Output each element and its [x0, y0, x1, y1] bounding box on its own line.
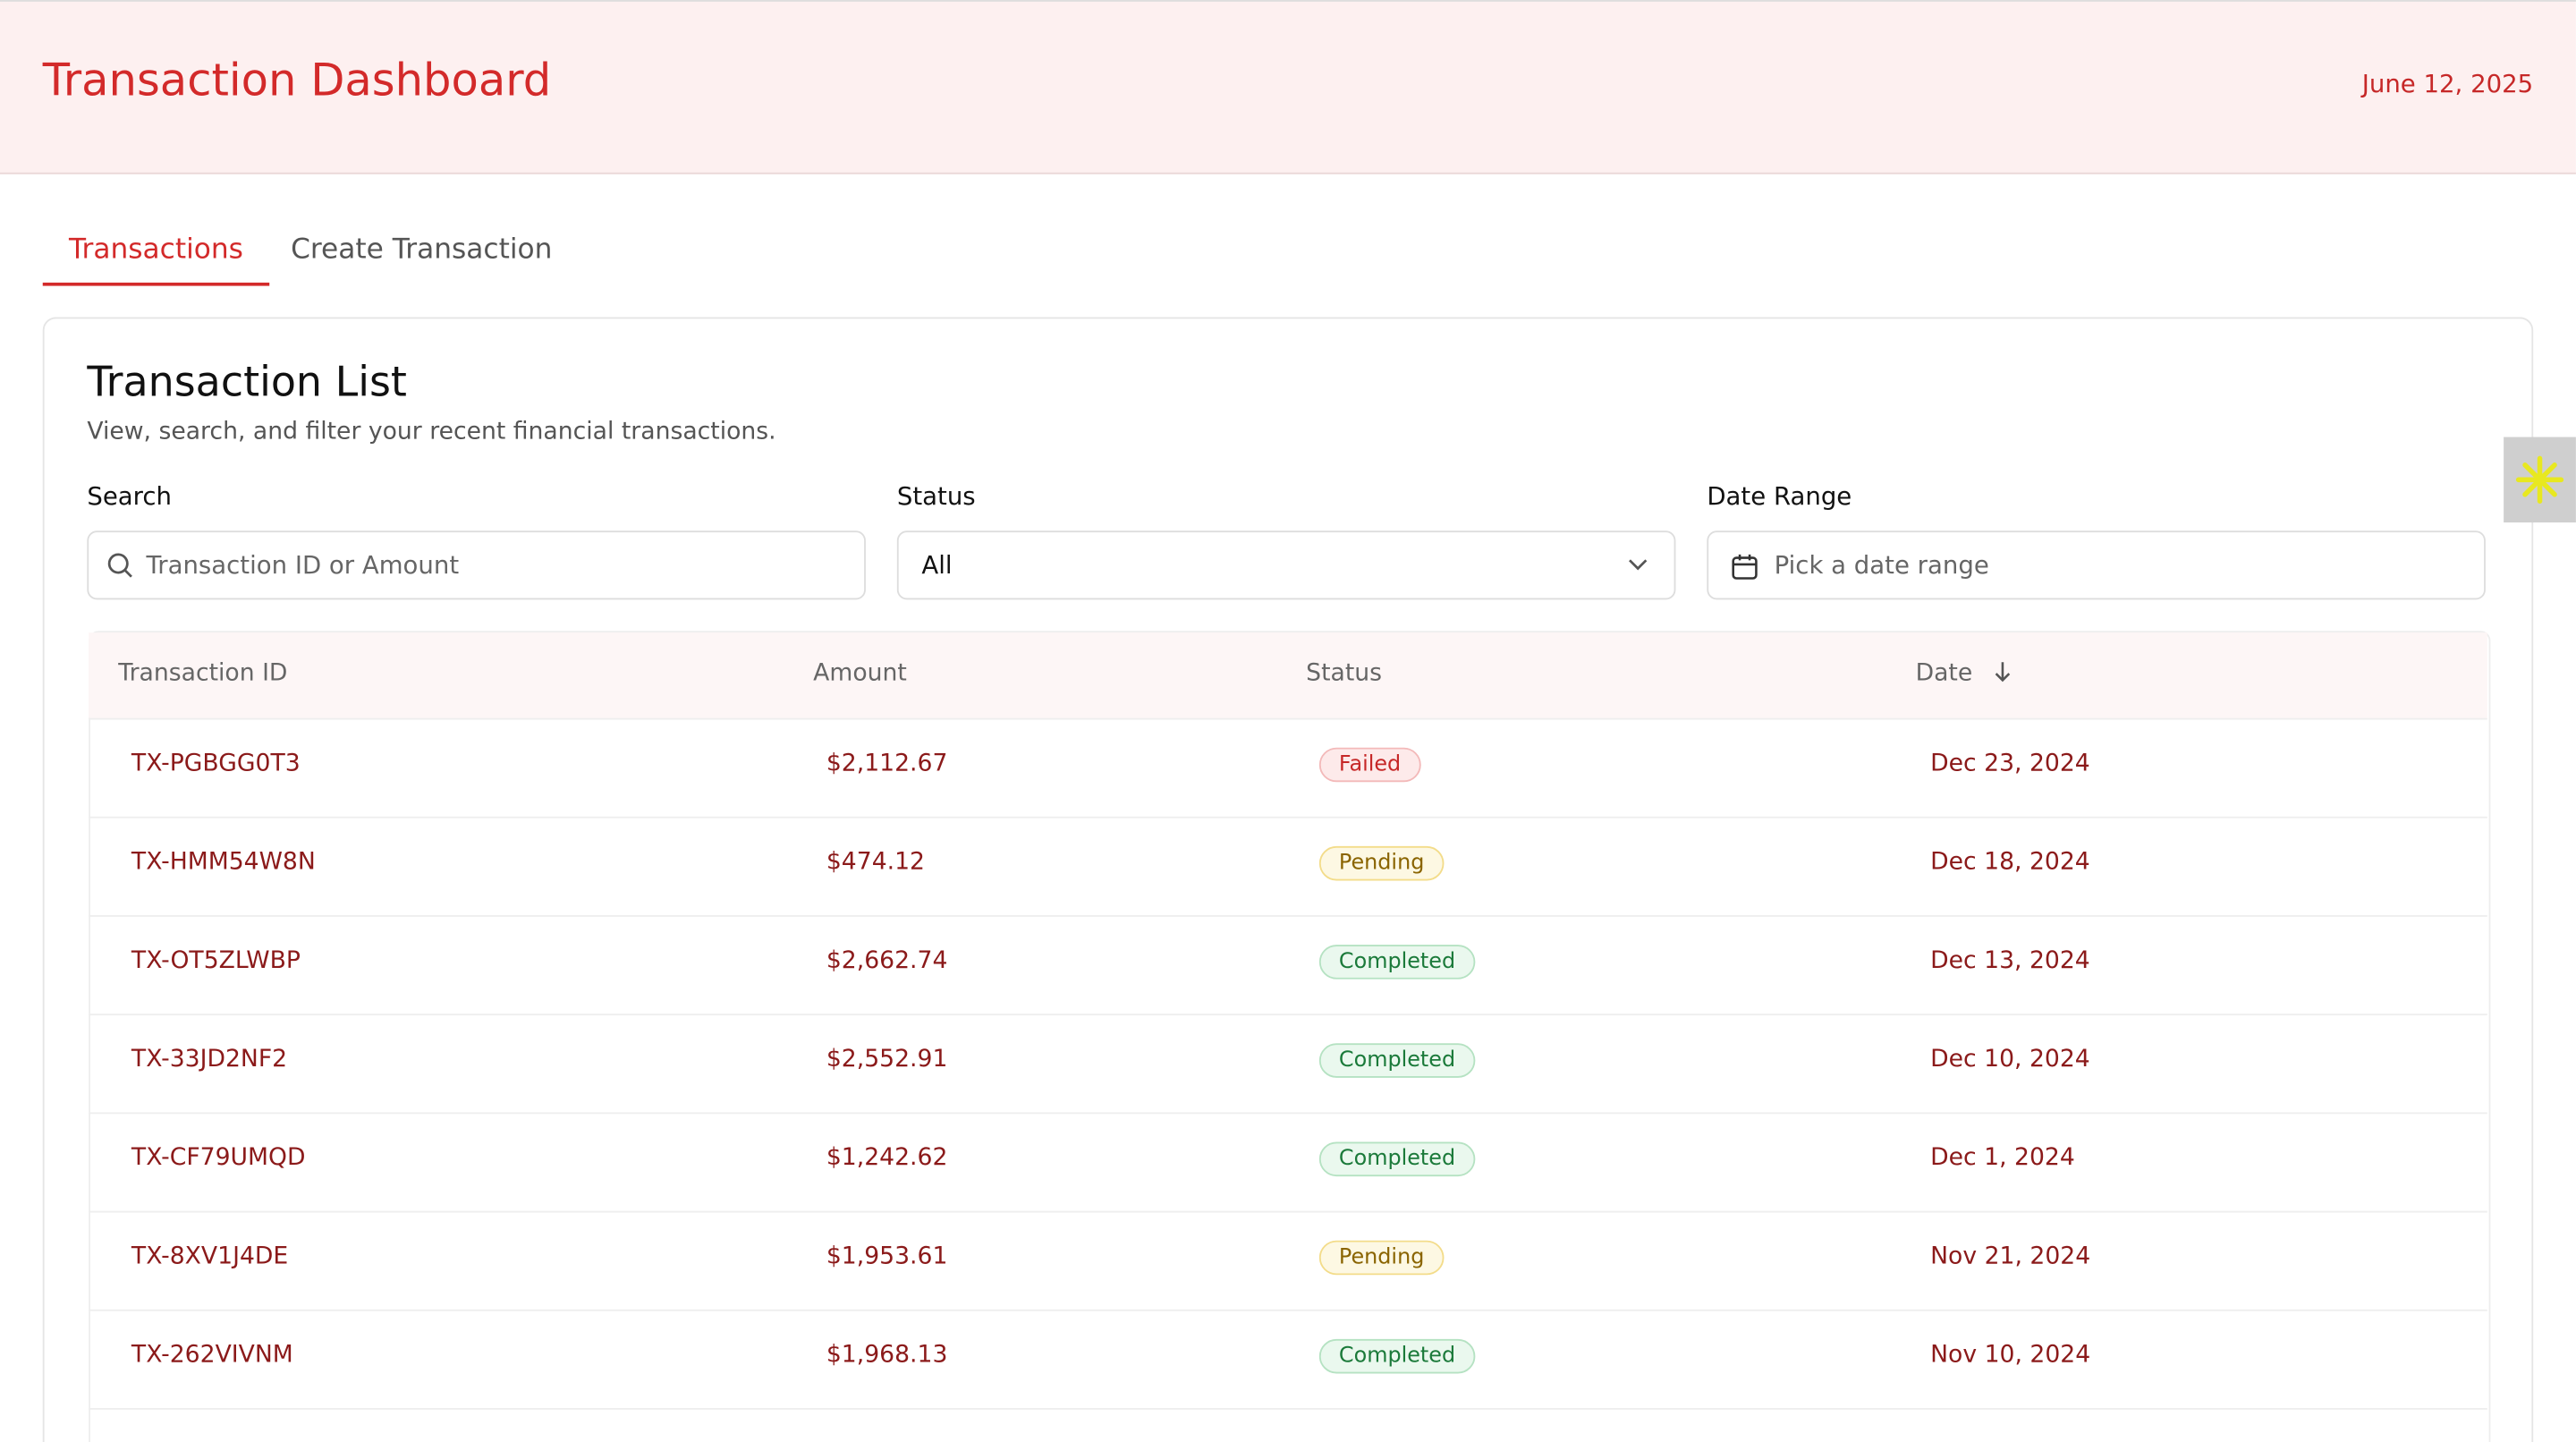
search-input[interactable]: Transaction ID or Amount	[87, 530, 866, 600]
tab[interactable]: Create Transaction	[291, 233, 553, 267]
table	[89, 631, 2491, 1442]
status-badge: Completed	[1318, 1141, 1476, 1177]
cell: Nov 21, 2024	[1930, 1243, 2091, 1270]
date-input[interactable]: Pick a date range	[1707, 530, 2486, 600]
status-badge: Pending	[1318, 1240, 1445, 1276]
row-divider	[89, 1309, 2487, 1311]
label: Status	[896, 481, 976, 512]
row-divider	[89, 816, 2487, 819]
row-divider	[89, 1112, 2487, 1115]
row-divider	[89, 1014, 2487, 1016]
status-badge: Completed	[1318, 945, 1476, 980]
chevron	[1629, 559, 1648, 571]
cell: Dec 13, 2024	[1930, 947, 2090, 975]
cell: $1,242.62	[826, 1145, 948, 1172]
tab[interactable]: Transactions	[42, 233, 270, 286]
card-subtitle: View, search, and filter your recent fin…	[87, 419, 776, 445]
cell: Nov 10, 2024	[1930, 1342, 2091, 1369]
cell: $474.12	[826, 849, 926, 876]
row-divider	[89, 915, 2487, 917]
header-title: Transaction Dashboard	[42, 55, 552, 107]
cell: TX-33JD2NF2	[131, 1046, 288, 1073]
label: Date Range	[1707, 481, 1852, 512]
row-divider	[89, 1408, 2487, 1410]
cell: $1,953.61	[826, 1243, 948, 1270]
cell: $2,552.91	[826, 1046, 948, 1073]
column-header[interactable]: Date	[1915, 660, 2013, 687]
placeholder: Pick a date range	[1774, 550, 1989, 581]
status-badge: Completed	[1318, 1338, 1476, 1374]
card	[42, 317, 2534, 1442]
cell: Dec 10, 2024	[1930, 1046, 2090, 1073]
column-header: Transaction ID	[118, 660, 288, 687]
column-header-text: Date	[1915, 660, 1973, 687]
status-badge: Completed	[1318, 1043, 1476, 1078]
status-badge: Failed	[1318, 747, 1421, 783]
column-header: Amount	[813, 660, 907, 687]
card-title: Transaction List	[87, 358, 407, 406]
cell: TX-262VIVNM	[131, 1342, 293, 1369]
calendar-icon	[1732, 554, 1758, 580]
cell: Dec 18, 2024	[1930, 849, 2090, 876]
cell: Dec 23, 2024	[1930, 751, 2090, 777]
column-header: Status	[1306, 660, 1383, 687]
cell: Dec 1, 2024	[1930, 1145, 2075, 1172]
status-select[interactable]: All	[896, 530, 1676, 600]
header-date: June 12, 2025	[2361, 69, 2534, 99]
side-widget[interactable]	[2504, 437, 2576, 523]
table-header	[89, 632, 2487, 718]
cell: $2,662.74	[826, 947, 948, 975]
cell: TX-HMM54W8N	[131, 849, 316, 876]
cell: TX-PGBGG0T3	[131, 751, 301, 777]
row-divider	[89, 717, 2487, 720]
cell: TX-OT5ZLWBP	[131, 947, 301, 975]
widget-icon	[2515, 455, 2564, 504]
cell: TX-8XV1J4DE	[131, 1243, 289, 1270]
cell: $1,968.13	[826, 1342, 948, 1369]
status-badge: Pending	[1318, 845, 1445, 881]
cell: $2,112.67	[826, 751, 948, 777]
label: Search	[87, 481, 173, 512]
header-bar	[0, 0, 2576, 174]
row-divider	[89, 1210, 2487, 1213]
placeholder: Transaction ID or Amount	[146, 550, 460, 581]
select-value: All	[921, 550, 953, 581]
search-icon	[107, 553, 132, 578]
cell: TX-CF79UMQD	[131, 1145, 306, 1172]
sort-icon	[1996, 662, 2011, 683]
